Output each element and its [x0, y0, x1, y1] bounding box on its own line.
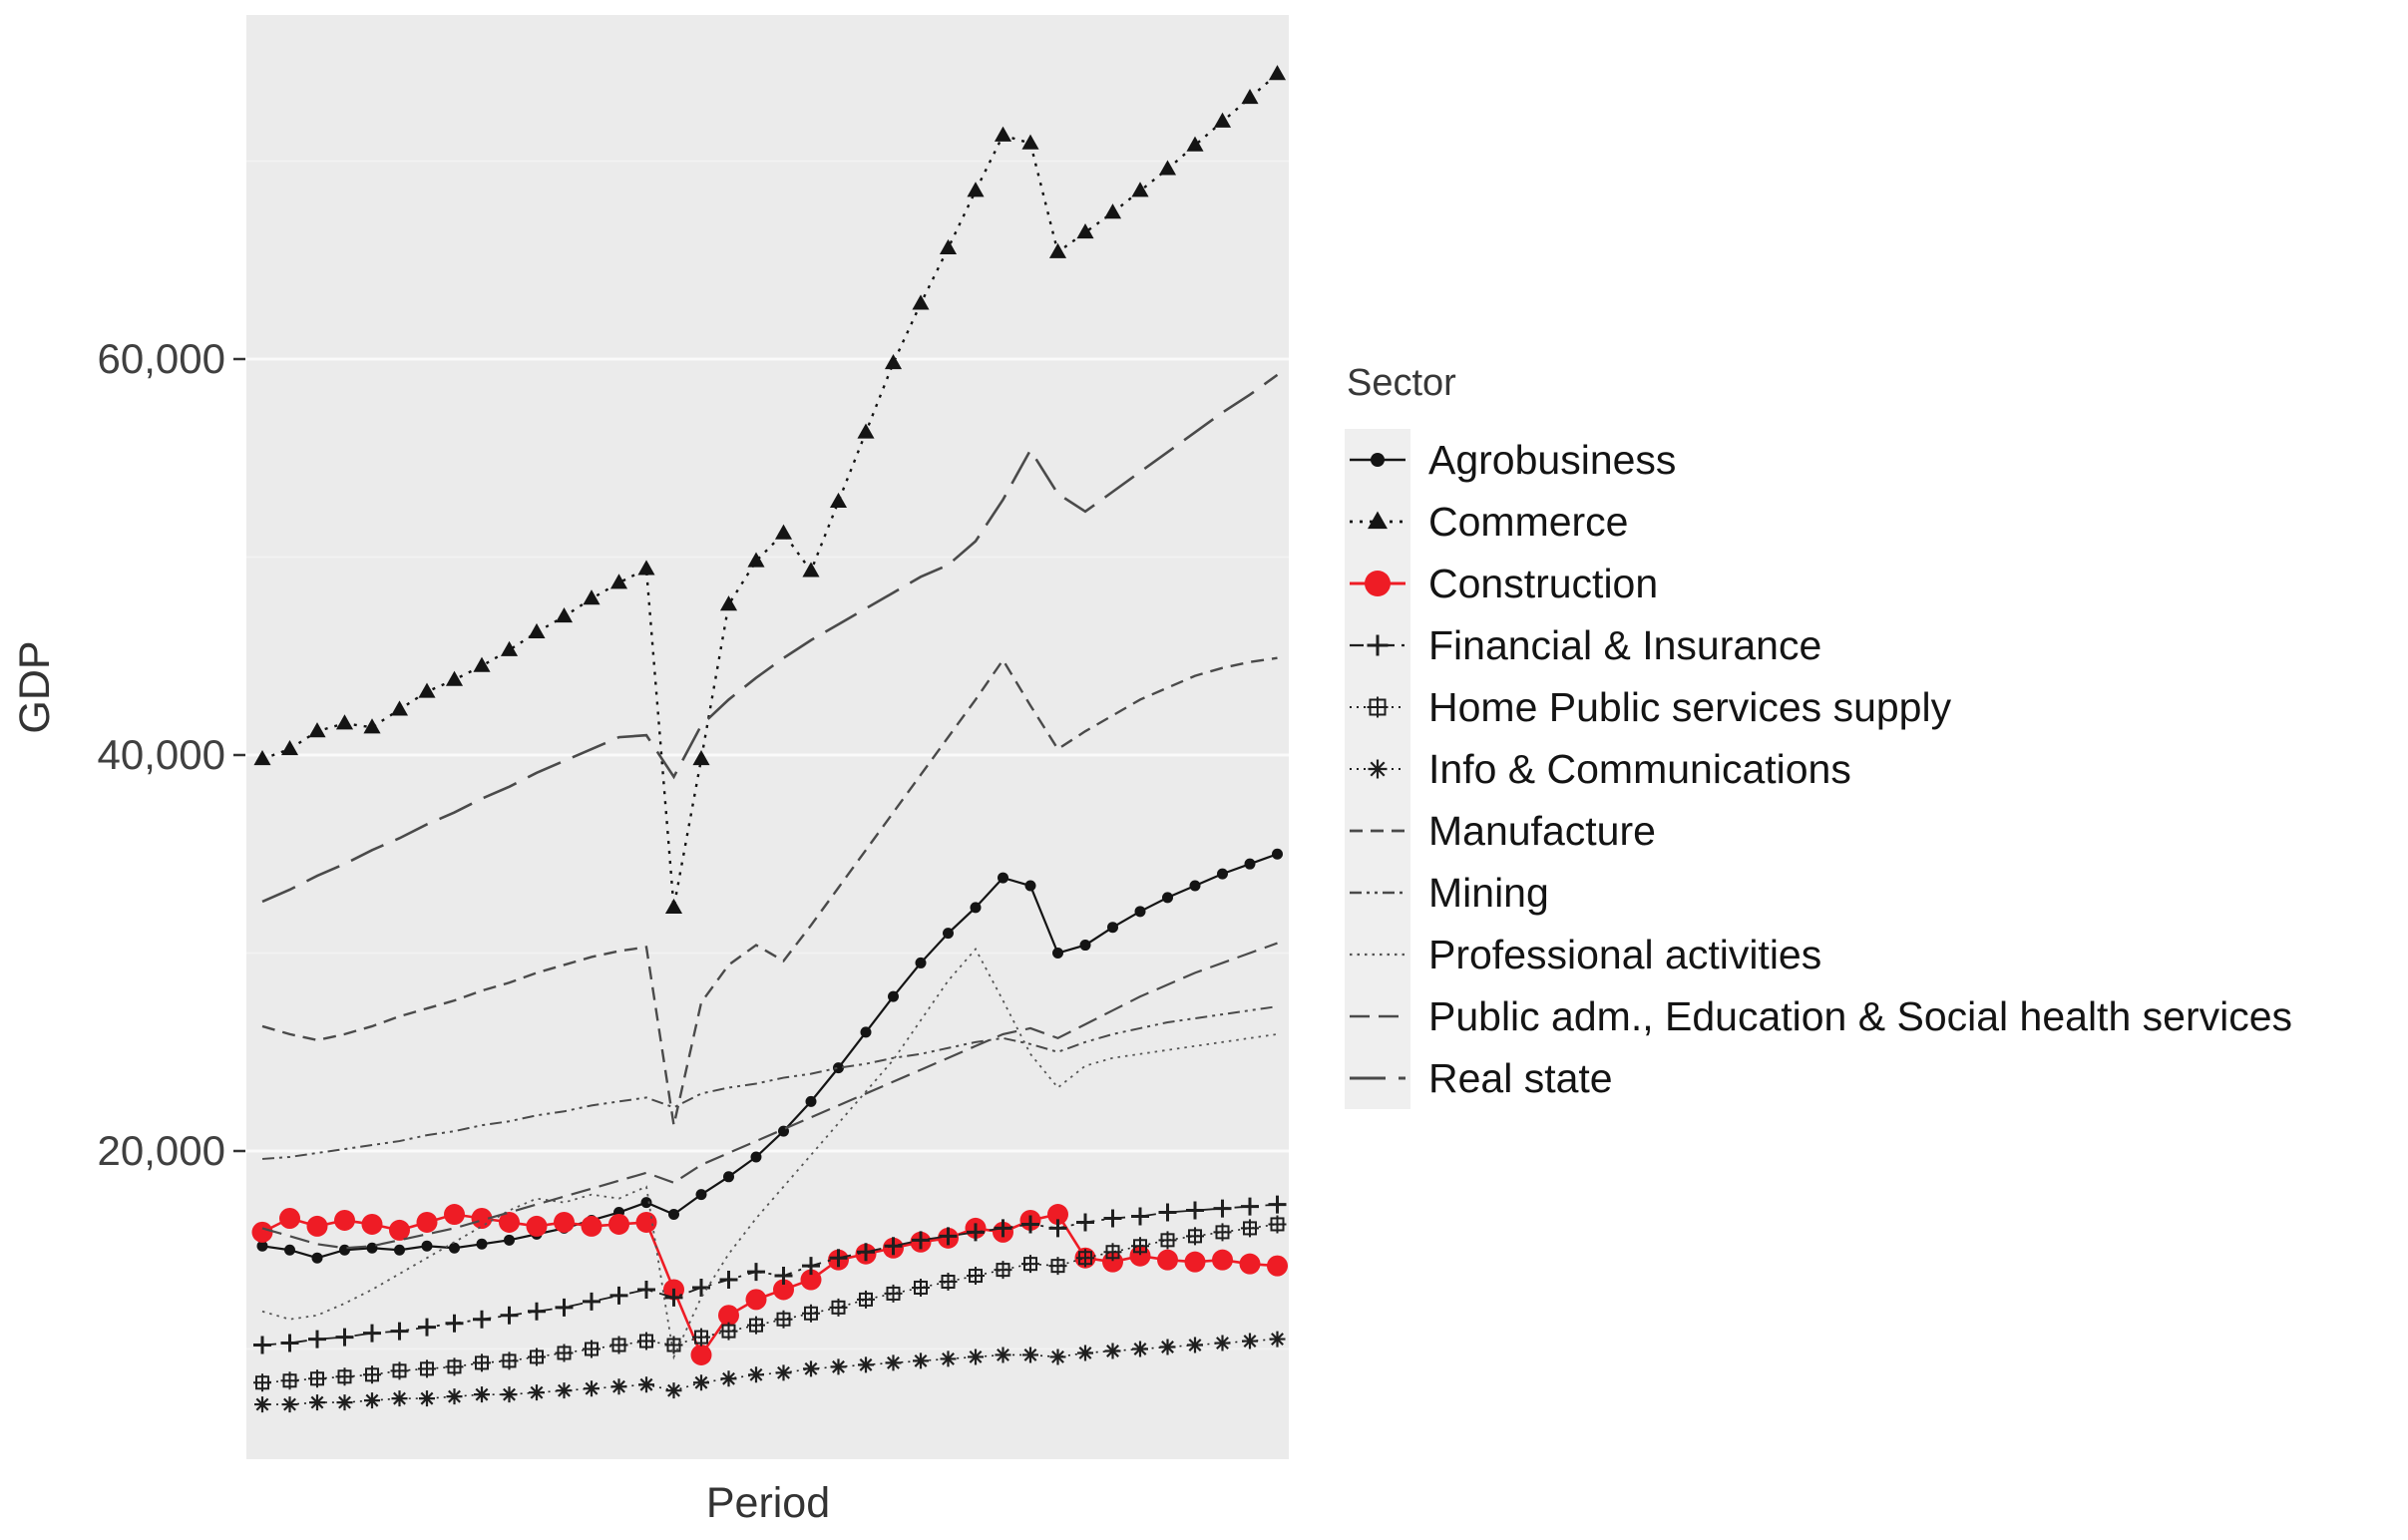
legend-label: Financial & Insurance: [1428, 621, 1822, 668]
legend-item-public-adm-education-social-health-services: Public adm., Education & Social health s…: [1345, 985, 2292, 1047]
legend-label: Public adm., Education & Social health s…: [1428, 992, 2293, 1039]
series-financial-insurance: [253, 1195, 1287, 1354]
info-communications-legend-marker-icon: [1345, 738, 1410, 800]
legend-item-agrobusiness: Agrobusiness: [1345, 429, 2292, 491]
y-axis-title: GDP: [11, 640, 59, 734]
series-line-manufacture: [261, 656, 1278, 1126]
series-public-adm-education-social-health-services: [261, 942, 1278, 1250]
legend-label: Construction: [1428, 560, 1659, 606]
series-commerce: [253, 65, 1287, 914]
legend-rows: Agrobusiness Commerce Construction Financia…: [1345, 429, 2292, 1109]
plot-panel: [246, 15, 1289, 1459]
series-line-public-adm-education-social-health-services: [261, 942, 1278, 1250]
series-construction: [251, 1204, 1288, 1365]
series-home-public-services-supply: [253, 1215, 1287, 1392]
financial-insurance-legend-marker-icon: [1345, 614, 1410, 676]
commerce-legend-marker-icon: [1345, 491, 1410, 553]
series-mining: [261, 1005, 1278, 1160]
series-line-real-state: [261, 373, 1279, 904]
legend-label: Home Public services supply: [1428, 683, 1952, 730]
y-tick-label-20000: 20,000: [97, 1127, 225, 1174]
manufacture-legend-marker-icon: [1345, 800, 1410, 862]
legend-item-professional-activities: Professional activities: [1345, 924, 2292, 985]
legend-title: Sector: [1347, 362, 1456, 404]
legend-label: Info & Communications: [1428, 745, 1851, 792]
series-line-financial-insurance: [261, 1203, 1278, 1347]
legend-item-financial-insurance: Financial & Insurance: [1345, 614, 2292, 676]
legend-item-real-state: Real state: [1345, 1047, 2292, 1109]
series-real-state: [261, 373, 1279, 904]
legend-item-manufacture: Manufacture: [1345, 800, 2292, 862]
legend-label: Manufacture: [1428, 807, 1656, 854]
legend-label: Mining: [1428, 869, 1549, 916]
legend: Sector Agrobusiness Commerce Construction F…: [1345, 362, 2292, 1109]
public-adm-education-social-health-services-legend-marker-icon: [1345, 985, 1410, 1047]
legend-label: Commerce: [1428, 498, 1629, 545]
professional-activities-legend-marker-icon: [1345, 924, 1410, 985]
series-manufacture: [261, 656, 1278, 1126]
legend-item-info-communications: Info & Communications: [1345, 738, 2292, 800]
mining-legend-marker-icon: [1345, 862, 1410, 924]
construction-legend-marker-icon: [1345, 553, 1410, 614]
series-line-mining: [261, 1005, 1278, 1160]
home-public-services-supply-legend-marker-icon: [1345, 676, 1410, 738]
legend-item-construction: Construction: [1345, 553, 2292, 614]
x-axis-title: Period: [705, 1479, 831, 1527]
legend-label: Agrobusiness: [1428, 436, 1677, 483]
legend-item-commerce: Commerce: [1345, 491, 2292, 553]
y-tick-label-60000: 60,000: [97, 335, 225, 382]
agrobusiness-legend-marker-icon: [1345, 429, 1410, 491]
series-agrobusiness: [256, 848, 1283, 1264]
legend-item-home-public-services-supply: Home Public services supply: [1345, 676, 2292, 738]
real-state-legend-marker-icon: [1345, 1047, 1410, 1109]
legend-label: Professional activities: [1428, 931, 1822, 977]
series-info-communications: [254, 1331, 1286, 1413]
y-tick-label-40000: 40,000: [97, 731, 225, 778]
legend-label: Real state: [1428, 1054, 1613, 1101]
legend-item-mining: Mining: [1345, 862, 2292, 924]
